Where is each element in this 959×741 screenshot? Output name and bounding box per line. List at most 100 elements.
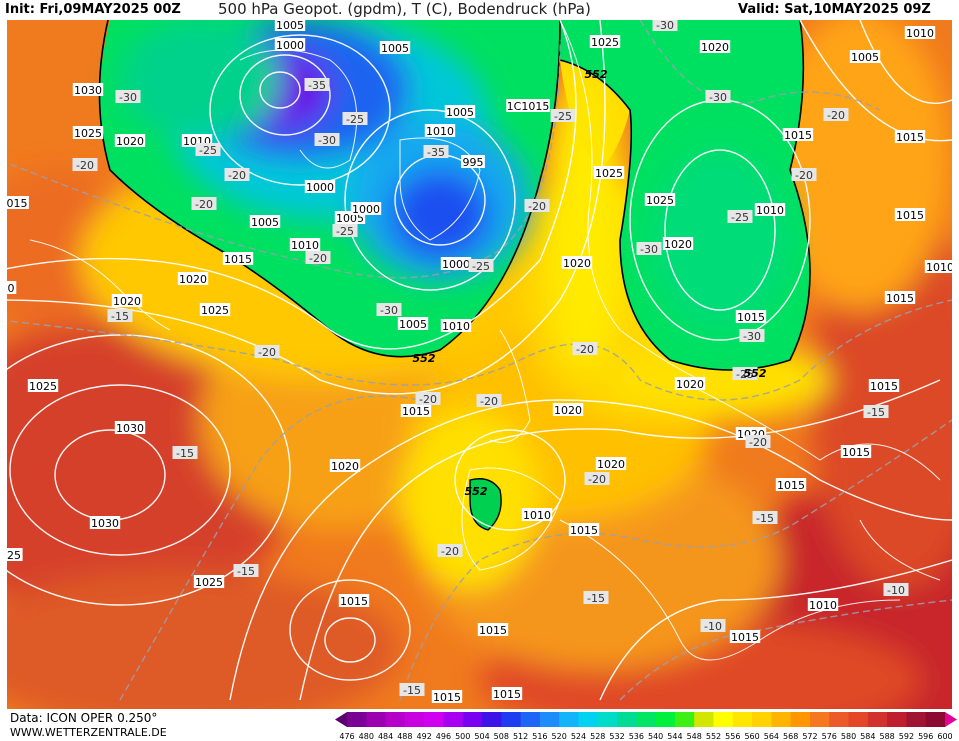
isobar-label: 1005 xyxy=(397,317,429,331)
temperature-label-text: -30 xyxy=(380,304,398,317)
legend-swatch xyxy=(732,712,753,727)
isobar-label: 1015 xyxy=(400,404,432,418)
isobar-label: 1025 xyxy=(27,379,59,393)
temperature-label: -20 xyxy=(72,158,98,172)
isobar-label-text: 1015 xyxy=(870,380,898,393)
isobar-label-text: 1015 xyxy=(886,292,914,305)
legend-tick-label: 520 xyxy=(552,732,567,741)
isobar-label-text: 1005 xyxy=(251,216,279,229)
legend-swatch xyxy=(674,712,695,727)
isobar-label-text: 1020 xyxy=(554,404,582,417)
temperature-labels: -30-30-35-30-25 -25 -20-30-25 -35-20-20 -20-… xyxy=(72,20,909,697)
isobar-label: 995 xyxy=(461,155,485,169)
temperature-label: -20 xyxy=(476,394,502,408)
isobar-label: 1015 xyxy=(222,252,254,266)
map-header: Init: Fri,09MAY2025 00Z 500 hPa Geopot. … xyxy=(0,0,959,20)
isobar-label-text: 1030 xyxy=(91,517,119,530)
legend-swatch xyxy=(887,712,907,727)
isobar-label-text: 1005 xyxy=(851,51,879,64)
legend-tick-label: 480 xyxy=(359,732,374,741)
isobar-label-text: 1000 xyxy=(352,203,380,216)
isobar-label: 1000 xyxy=(350,202,382,216)
legend-tick-label: 556 xyxy=(725,732,740,741)
legend-tick-label: 540 xyxy=(648,732,663,741)
temperature-label: -25 xyxy=(550,109,576,123)
isobar-label-text: 1015 xyxy=(340,595,368,608)
isobar-label-text: 1020 xyxy=(597,458,625,471)
legend-swatch xyxy=(482,712,502,727)
temperature-label: -15 xyxy=(399,683,425,697)
isobar-label: 1C1015 xyxy=(506,99,550,113)
isobar-label-text: 1030 xyxy=(116,422,144,435)
legend-tick-label: 552 xyxy=(706,732,721,741)
isobar-label: 1005 xyxy=(849,50,881,64)
isobar-label: 1020 xyxy=(595,457,627,471)
temperature-label: -20 xyxy=(254,345,280,359)
isobar-label: 1030 xyxy=(89,516,121,530)
temperature-label-text: -10 xyxy=(887,584,905,597)
isobar-label-text: 1005 xyxy=(336,212,364,225)
legend-tick-label: 592 xyxy=(899,732,914,741)
temperature-label: -15 xyxy=(233,564,259,578)
temperature-label-text: -30 xyxy=(743,330,761,343)
legend-tick-label: 600 xyxy=(937,732,952,741)
isobar-label-text: 1010 xyxy=(756,204,784,217)
isobar-label: 1025 xyxy=(593,166,625,180)
isobar-label-text: 25 xyxy=(7,549,21,562)
isobar-label: 1000 xyxy=(274,38,306,52)
temperature-label: -20 xyxy=(437,544,463,558)
temperature-label: -25 xyxy=(342,112,368,126)
legend-tick-label: 548 xyxy=(687,732,702,741)
legend-tick-label: 504 xyxy=(474,732,489,741)
isobar-label-text: 1015 xyxy=(433,691,461,704)
isobar-label-text: 1015 xyxy=(896,131,924,144)
temperature-label-text: -15 xyxy=(111,310,129,323)
isobar-label: 1015 xyxy=(884,291,916,305)
temperature-label-text: -15 xyxy=(587,592,605,605)
isobar-label-text: 1000 xyxy=(276,39,304,52)
legend-tick-label: 580 xyxy=(841,732,856,741)
legend-tick-label: 544 xyxy=(667,732,682,741)
isobar-label-text: 1015 xyxy=(737,311,765,324)
isobar-label: 1015 xyxy=(894,130,926,144)
temperature-label: -20 xyxy=(415,392,441,406)
temperature-label: -30 xyxy=(636,242,662,256)
isobar-label-text: 1005 xyxy=(446,106,474,119)
isobar-label: 1020 xyxy=(699,40,731,54)
temperature-label-text: -20 xyxy=(258,346,276,359)
temperature-label: -20 xyxy=(224,168,250,182)
legend-swatch xyxy=(636,712,657,727)
isobar-label: 1030 xyxy=(114,421,146,435)
legend-swatch xyxy=(366,712,387,727)
temperature-label-text: -20 xyxy=(480,395,498,408)
temperature-label-text: -30 xyxy=(656,20,674,32)
isobar-label-text: 1025 xyxy=(195,576,223,589)
temperature-label-text: -15 xyxy=(176,447,194,460)
legend-swatch xyxy=(385,712,406,727)
temperature-label-text: -20 xyxy=(795,169,813,182)
temperature-label: -30 xyxy=(652,20,678,32)
temperature-label: -20 xyxy=(524,199,550,213)
isobar-label: 1020 xyxy=(177,272,209,286)
temperature-label-text: -20 xyxy=(827,109,845,122)
legend-tick-label: 564 xyxy=(764,732,779,741)
temperature-label: -25 xyxy=(727,210,753,224)
isobar-label: 1020 xyxy=(552,403,584,417)
valid-time: Valid: Sat,10MAY2025 09Z xyxy=(738,2,931,17)
legend-tick-label: 524 xyxy=(571,732,586,741)
isobar-label-text: 1015 xyxy=(784,129,812,142)
temperature-label: -15 xyxy=(863,405,889,419)
legend-swatch xyxy=(752,712,772,727)
isobar-label-text: 1020 xyxy=(331,460,359,473)
legend-swatch xyxy=(906,712,927,727)
legend-tick-label: 500 xyxy=(455,732,470,741)
isobar-label-text: 1010 xyxy=(291,239,319,252)
isobar-label: 1015 xyxy=(775,478,807,492)
isobar-label-text: 1015 xyxy=(731,631,759,644)
temperature-label: -25 xyxy=(732,367,758,381)
isobar-label: 1020 xyxy=(329,459,361,473)
legend-swatch xyxy=(539,712,560,727)
legend-tick-label: 584 xyxy=(860,732,875,741)
legend-tick-label: 568 xyxy=(783,732,798,741)
isobar-label-text: 1020 xyxy=(116,135,144,148)
